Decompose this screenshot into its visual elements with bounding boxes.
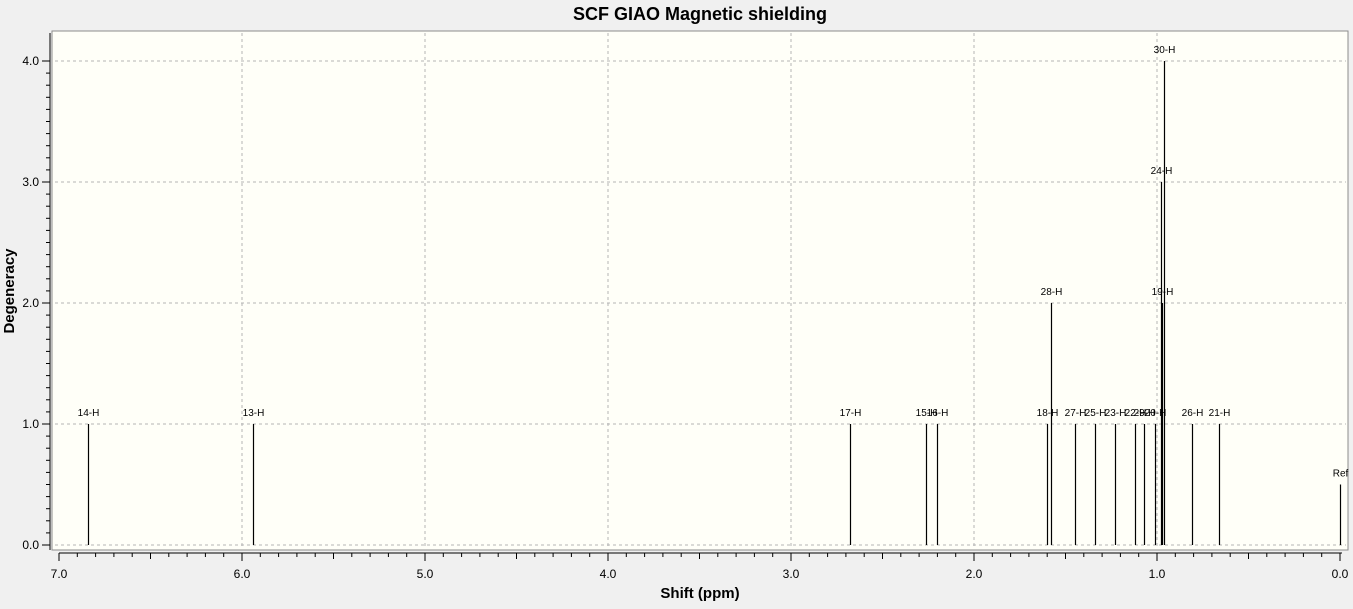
x-axis-label: Shift (ppm) xyxy=(660,585,739,602)
peak-label: 29-H xyxy=(1134,408,1156,419)
peaks xyxy=(87,61,1342,545)
peak-label: 27-H xyxy=(1065,408,1087,419)
peak-label: 26-H xyxy=(1182,408,1204,419)
x-tick-label: 4.0 xyxy=(600,567,617,581)
peak-label: 30-H xyxy=(1154,45,1176,56)
peak-label: 15-H xyxy=(916,408,938,419)
peak-label: 16-H xyxy=(927,408,949,419)
peak-label: Ref xyxy=(1333,469,1349,480)
x-tick-label: 5.0 xyxy=(417,567,434,581)
peak-label: 23-H xyxy=(1105,408,1127,419)
y-tick-label: 2.0 xyxy=(22,296,39,310)
peak-label: 22-H xyxy=(1125,408,1147,419)
y-tick-label: 3.0 xyxy=(22,175,39,189)
peak-label: 19-H xyxy=(1152,287,1174,298)
peak-label: 25-H xyxy=(1085,408,1107,419)
peak-label: 28-H xyxy=(1041,287,1063,298)
peak-label: 17-H xyxy=(840,408,862,419)
x-axis: 7.0 6.0 5.0 4.0 3.0 2.0 1.0 0.0 xyxy=(51,552,1349,581)
x-tick-label: 7.0 xyxy=(51,567,68,581)
y-tick-label: 4.0 xyxy=(22,54,39,68)
peak-label: 18-H xyxy=(1037,408,1059,419)
x-tick-label: 1.0 xyxy=(1149,567,1166,581)
x-tick-label: 0.0 xyxy=(1332,567,1349,581)
y-tick-label: 0.0 xyxy=(22,538,39,552)
grid-lines xyxy=(55,33,1346,549)
x-tick-label: 6.0 xyxy=(234,567,251,581)
peak-label: 21-H xyxy=(1209,408,1231,419)
chart-title: SCF GIAO Magnetic shielding xyxy=(573,4,827,24)
peak-label: 14-H xyxy=(78,408,100,419)
y-tick-label: 1.0 xyxy=(22,417,39,431)
peak-label: 24-H xyxy=(1151,166,1173,177)
peak-label: 20-H xyxy=(1145,408,1167,419)
peak-label: 13-H xyxy=(243,408,265,419)
x-tick-label: 3.0 xyxy=(783,567,800,581)
peak-labels: 14-H 13-H 17-H 15-H16-H 18-H 28-H 27-H25-H23-H… xyxy=(78,45,1349,480)
x-tick-label: 2.0 xyxy=(966,567,983,581)
y-axis-label: Degeneracy xyxy=(1,248,18,334)
plot-area xyxy=(51,30,1349,551)
y-axis: 0.0 1.0 2.0 3.0 4.0 xyxy=(22,33,51,552)
